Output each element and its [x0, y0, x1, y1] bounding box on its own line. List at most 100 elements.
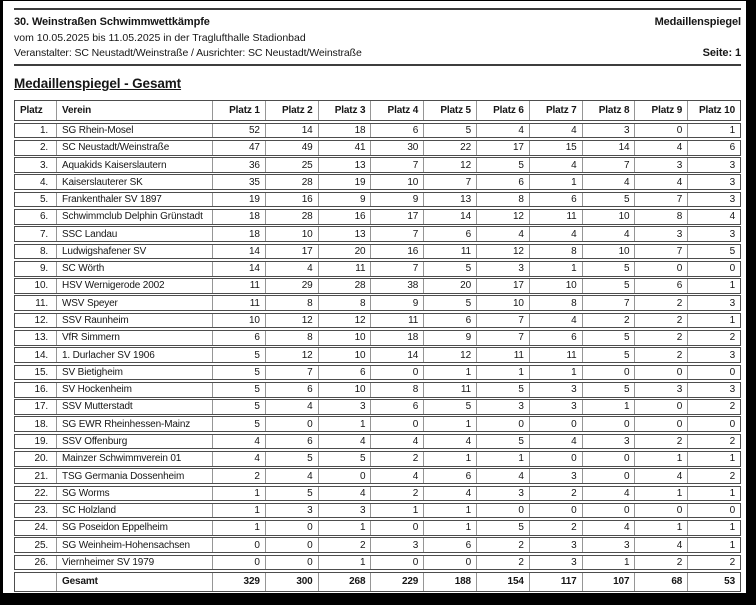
medal-count-cell: 3 — [634, 158, 687, 172]
medal-count-cell: 2 — [687, 330, 740, 345]
medal-count-cell: 5 — [581, 330, 635, 345]
medal-count-cell: 13 — [317, 158, 371, 172]
event-date-line: vom 10.05.2025 bis 11.05.2025 in der Tra… — [14, 32, 306, 44]
medal-count-cell: 3 — [475, 261, 529, 276]
medal-count-cell: 0 — [212, 555, 265, 570]
header-line-1: 30. Weinstraßen Schwimmwettkämpfe Medail… — [14, 16, 741, 28]
medal-count-cell: 4 — [581, 175, 635, 190]
medal-count-cell: 7 — [475, 313, 529, 328]
rank-cell: 24. — [34, 522, 49, 534]
table-body: 1. SG Rhein-Mosel 52 14 18 6 5 4 4 3 0 1 2. SC Neusta… — [14, 122, 741, 571]
club-cell: SG Poseidon Eppelheim — [56, 521, 212, 535]
medal-count-cell: 0 — [634, 123, 687, 138]
total-count-cell: 154 — [475, 572, 529, 591]
medal-count-cell: 7 — [475, 330, 529, 345]
medal-count-cell: 3 — [581, 434, 635, 449]
medal-count-cell: 35 — [212, 175, 265, 190]
medal-count-cell: 0 — [317, 469, 371, 483]
medal-count-cell: 11 — [475, 348, 529, 362]
medal-count-cell: 3 — [317, 400, 371, 414]
medal-count-cell: 0 — [264, 521, 318, 535]
medal-count-cell: 4 — [475, 227, 529, 241]
medal-count-cell: 2 — [687, 400, 740, 414]
table-row: 1. SG Rhein-Mosel 52 14 18 6 5 4 4 3 0 1 — [14, 122, 741, 139]
medal-count-cell: 4 — [370, 434, 423, 449]
medal-count-cell: 25 — [264, 158, 318, 172]
medal-count-cell: 12 — [264, 348, 318, 362]
table-row: 12. SSV Raunheim 10 12 12 11 6 7 4 2 2 1 — [14, 312, 741, 329]
medal-count-cell: 6 — [687, 140, 740, 155]
table-total-row: Gesamt 329 300 268 229 188 154 117 107 68 53 — [14, 571, 741, 592]
club-cell: SC Neustadt/Weinstraße — [56, 140, 212, 155]
medal-count-cell: 5 — [581, 348, 635, 362]
medal-count-cell: 2 — [528, 521, 582, 535]
medal-count-cell: 0 — [634, 365, 687, 380]
medal-count-cell: 7 — [370, 158, 423, 172]
medal-count-cell: 2 — [634, 434, 687, 449]
medal-count-cell: 11 — [370, 313, 423, 328]
column-header: Platz 9 — [634, 101, 687, 120]
rank-cell: 8. — [39, 245, 48, 257]
medal-count-cell: 1 — [423, 451, 476, 466]
medal-count-cell: 5 — [581, 279, 635, 293]
medal-count-cell: 6 — [264, 382, 318, 397]
medal-count-cell: 17 — [475, 140, 529, 155]
table-row: 9. SC Wörth 14 4 11 7 5 3 1 5 0 0 — [14, 260, 741, 277]
medal-count-cell: 0 — [581, 469, 635, 483]
medal-count-cell: 4 — [528, 434, 582, 449]
table-row: 24. SG Poseidon Eppelheim 1 0 1 0 1 5 2 4 1 1 — [14, 520, 741, 536]
table-row: 6. Schwimmclub Delphin Grünstadt 18 28 16 17 1… — [14, 209, 741, 225]
medal-count-cell: 5 — [212, 417, 265, 432]
medal-count-cell: 10 — [212, 313, 265, 328]
medal-count-cell: 12 — [423, 158, 476, 172]
medal-count-cell: 2 — [475, 555, 529, 570]
medal-count-cell: 1 — [212, 486, 265, 501]
column-header: Platz 10 — [687, 101, 740, 120]
rank-cell: 12. — [34, 315, 49, 327]
medal-count-cell: 2 — [634, 330, 687, 345]
medal-count-cell: 10 — [475, 296, 529, 311]
medal-count-cell: 5 — [212, 382, 265, 397]
table-row: 15. SV Bietigheim 5 7 6 0 1 1 1 0 0 0 — [14, 364, 741, 381]
medal-count-cell: 2 — [317, 538, 371, 553]
medal-count-cell: 0 — [634, 503, 687, 518]
medal-count-cell: 14 — [581, 140, 635, 155]
medal-count-cell: 4 — [264, 400, 318, 414]
table-row: 17. SSV Mutterstadt 5 4 3 6 5 3 3 1 0 2 — [14, 399, 741, 415]
medal-count-cell: 4 — [212, 434, 265, 449]
column-header: Verein — [56, 101, 212, 120]
medal-count-cell: 2 — [581, 313, 635, 328]
medal-count-cell: 5 — [423, 123, 476, 138]
medal-count-cell: 49 — [264, 140, 318, 155]
medal-count-cell: 6 — [264, 434, 318, 449]
medal-count-cell: 7 — [264, 365, 318, 380]
medal-count-cell: 7 — [370, 227, 423, 241]
medal-count-cell: 11 — [423, 382, 476, 397]
medal-count-cell: 16 — [317, 210, 371, 224]
medal-count-cell: 5 — [264, 451, 318, 466]
rank-cell: 9. — [39, 263, 48, 275]
medal-count-cell: 29 — [264, 279, 318, 293]
table-row: 23. SC Holzland 1 3 3 1 1 0 0 0 0 0 — [14, 502, 741, 519]
rank-cell: 21. — [34, 470, 49, 482]
table-row: 3. Aquakids Kaiserslautern 36 25 13 7 12 5 4 7 3 3 — [14, 157, 741, 173]
medal-count-cell: 4 — [634, 469, 687, 483]
total-count-cell: 329 — [212, 572, 265, 591]
medal-count-cell: 0 — [212, 538, 265, 553]
table-row: 2. SC Neustadt/Weinstraße 47 49 41 30 22 17 15 14… — [14, 139, 741, 156]
event-title: 30. Weinstraßen Schwimmwettkämpfe — [14, 16, 210, 28]
medal-count-cell: 10 — [264, 227, 318, 241]
medal-count-cell: 18 — [370, 330, 423, 345]
medal-count-cell: 4 — [634, 140, 687, 155]
medal-count-cell: 13 — [423, 192, 476, 207]
club-cell: HSV Wernigerode 2002 — [56, 279, 212, 293]
medal-count-cell: 0 — [475, 503, 529, 518]
medal-count-cell: 4 — [581, 227, 635, 241]
medal-count-cell: 5 — [475, 521, 529, 535]
rank-cell: 2. — [39, 142, 48, 154]
medal-count-cell: 38 — [370, 279, 423, 293]
table-row: 10. HSV Wernigerode 2002 11 29 28 38 20 17 10 5 6 1 — [14, 278, 741, 294]
header-bottom-rule — [14, 64, 741, 66]
medal-count-cell: 5 — [212, 348, 265, 362]
